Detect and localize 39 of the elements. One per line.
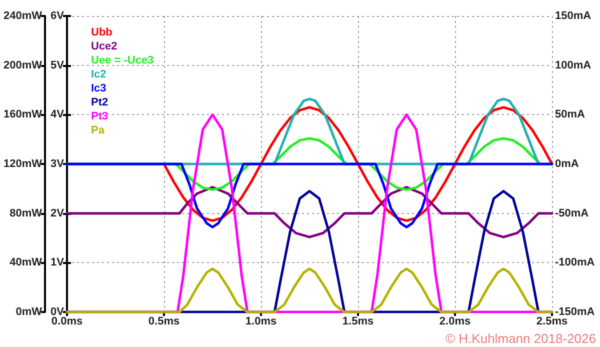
text: Ic2 bbox=[91, 68, 106, 80]
x-tick-label: 2.5ms bbox=[536, 316, 568, 328]
y3-tick-label: 160mW bbox=[3, 108, 43, 121]
y3-tick-label: 240mW bbox=[3, 10, 43, 22]
y-tick-label: 1V bbox=[50, 256, 65, 269]
text: Pt2 bbox=[91, 96, 108, 108]
x-tick-label: 0.0ms bbox=[51, 316, 83, 328]
x-tick-label: 1.0ms bbox=[245, 316, 277, 328]
y2-tick-label: 50mA bbox=[555, 108, 586, 121]
line-series bbox=[66, 268, 554, 314]
x-tick-label: 2.0ms bbox=[439, 316, 471, 328]
text: © H.Kuhlmann 2018-2026 bbox=[445, 331, 596, 346]
y-tick-label: 2V bbox=[50, 207, 65, 220]
line-series bbox=[66, 162, 554, 228]
y2-tick-label: -100mA bbox=[555, 256, 595, 269]
y3-tick-label: 40mW bbox=[10, 256, 43, 269]
y3-tick-label: 0mW bbox=[16, 306, 43, 318]
text: Ubb bbox=[91, 26, 113, 38]
y3-tick-label: 120mW bbox=[3, 158, 43, 170]
y-tick-label: 4V bbox=[50, 108, 65, 121]
y-tick-label: 5V bbox=[50, 59, 65, 72]
y-tick-label: 6V bbox=[50, 10, 65, 22]
y2-tick-label: 150mA bbox=[555, 10, 592, 22]
y-tick-label: 3V bbox=[50, 158, 65, 170]
y3-tick-label: 200mW bbox=[3, 59, 43, 72]
x-tick-label: 0.5ms bbox=[148, 316, 180, 328]
y2-tick-label: -150mA bbox=[555, 306, 595, 318]
line-series bbox=[66, 186, 554, 238]
text: Pt3 bbox=[91, 110, 108, 122]
y3-tick-label: 80mW bbox=[10, 207, 43, 220]
text: Uee = -Uce3 bbox=[91, 54, 154, 66]
y2-tick-label: 0mA bbox=[555, 158, 579, 170]
x-tick-label: 1.5ms bbox=[342, 316, 374, 328]
text: Uce2 bbox=[91, 40, 118, 52]
y-tick-label: 0V bbox=[50, 306, 65, 318]
text: Ic3 bbox=[91, 82, 106, 94]
text: Pa bbox=[91, 124, 106, 136]
y2-tick-label: 100mA bbox=[555, 59, 592, 72]
y2-tick-label: -50mA bbox=[555, 207, 589, 220]
